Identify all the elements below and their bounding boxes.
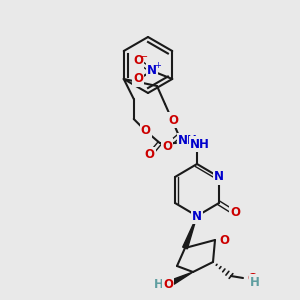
Text: N: N bbox=[192, 209, 202, 223]
Polygon shape bbox=[183, 216, 197, 249]
Text: O: O bbox=[247, 272, 257, 284]
Text: N: N bbox=[214, 170, 224, 184]
Text: +: + bbox=[154, 61, 161, 70]
Text: NH: NH bbox=[190, 137, 210, 151]
Text: O: O bbox=[141, 124, 151, 137]
Text: O: O bbox=[133, 73, 143, 85]
Text: H: H bbox=[154, 278, 164, 290]
Text: −: − bbox=[140, 52, 148, 62]
Text: O: O bbox=[230, 206, 240, 220]
Text: O: O bbox=[168, 113, 178, 127]
Text: N: N bbox=[147, 64, 157, 77]
Text: O: O bbox=[133, 55, 143, 68]
Text: O: O bbox=[219, 233, 229, 247]
Text: O: O bbox=[162, 140, 172, 152]
Text: H: H bbox=[250, 275, 260, 289]
Text: O: O bbox=[145, 148, 155, 161]
Text: O: O bbox=[163, 278, 173, 290]
Text: NH: NH bbox=[178, 134, 198, 148]
Polygon shape bbox=[172, 272, 193, 284]
